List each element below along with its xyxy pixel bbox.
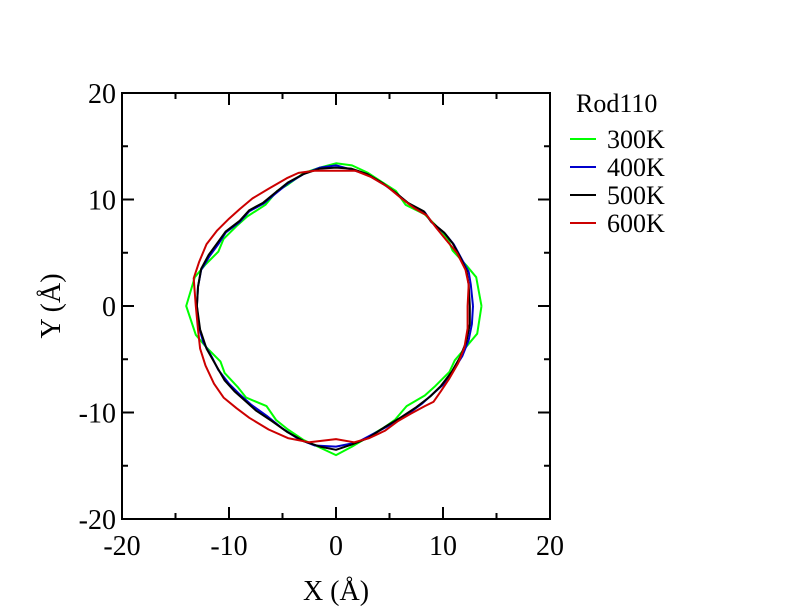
x-tick-label: -20: [103, 531, 140, 562]
y-tick-label: 10: [88, 186, 116, 217]
x-tick-label: 20: [536, 531, 564, 562]
x-tick-label: 0: [329, 531, 343, 562]
y-tick-label: 0: [102, 292, 116, 323]
legend-label-600k: 600K: [607, 209, 665, 238]
y-tick-label: -20: [79, 505, 116, 536]
legend-label-400k: 400K: [607, 153, 665, 182]
x-tick-label: 10: [429, 531, 457, 562]
series-line-300k: [185, 162, 483, 457]
plot-area: -20 -10 0 10 20 -20 -10 0 10 20: [79, 79, 564, 562]
legend-label-300k: 300K: [607, 125, 665, 154]
y-axis-label: Y (Å): [36, 273, 67, 338]
series-line-600k: [192, 169, 470, 444]
y-tick-label: -10: [79, 399, 116, 430]
tick-label-layer: -20 -10 0 10 20 -20 -10 0 10 20: [79, 79, 564, 562]
tick-layer: [121, 92, 551, 520]
series-line-400k: [195, 164, 474, 448]
x-axis-label: X (Å): [303, 576, 369, 607]
legend-title: Rod110: [576, 89, 657, 118]
series-layer: [185, 162, 483, 457]
x-tick-label: -10: [210, 531, 247, 562]
legend-label-500k: 500K: [607, 181, 665, 210]
y-tick-label: 20: [88, 79, 116, 110]
